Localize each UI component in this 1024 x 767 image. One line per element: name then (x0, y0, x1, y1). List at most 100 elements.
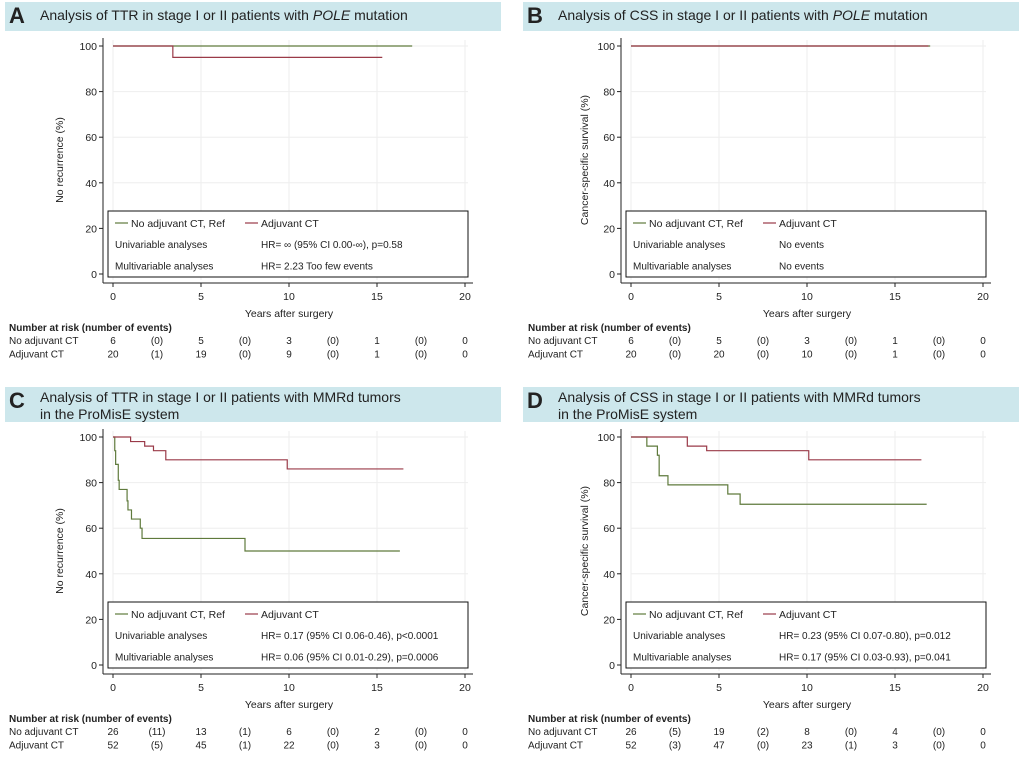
legend-analysis-label: Univariable analyses (115, 240, 207, 251)
risk-value: 0 (462, 740, 468, 751)
y-tick-label: 20 (85, 614, 97, 626)
y-tick-label: 80 (85, 478, 97, 490)
km-curve-adjuvant (113, 45, 383, 58)
title-tail: mutation (350, 7, 408, 23)
y-tick-label: 60 (603, 523, 615, 535)
legend-box (625, 601, 987, 669)
title-italic: POLE (833, 7, 871, 23)
legend-entry: No adjuvant CT, Ref (649, 609, 743, 621)
legend-analysis-label: Multivariable analyses (115, 262, 213, 273)
risk-row-label: No adjuvant CT (9, 727, 78, 738)
risk-value: (2) (757, 727, 769, 738)
legend-hr-value: HR= 0.17 (95% CI 0.03-0.93), p=0.041 (779, 653, 951, 664)
panel-title: Analysis of TTR in stage I or II patient… (40, 7, 408, 23)
x-tick-label: 0 (110, 291, 116, 303)
title-text: Analysis of CSS in stage I or II patient… (558, 7, 833, 23)
risk-value: 6 (286, 727, 292, 738)
risk-value: 0 (462, 727, 468, 738)
x-tick-label: 0 (628, 291, 634, 303)
y-axis-label: No recurrence (%) (54, 508, 66, 594)
y-tick-label: 100 (597, 41, 615, 53)
legend-box (625, 210, 987, 278)
legend-analysis-label: Multivariable analyses (633, 262, 731, 273)
x-tick-label: 0 (628, 682, 634, 694)
risk-table-header: Number at risk (number of events) (528, 714, 691, 725)
legend-entry: Adjuvant CT (261, 609, 319, 621)
y-tick-label: 0 (609, 269, 615, 281)
risk-value: (0) (757, 740, 769, 751)
panel-c: C Analysis of TTR in stage I or II patien… (5, 387, 501, 751)
x-tick-label: 20 (459, 291, 471, 303)
risk-value: 0 (980, 740, 986, 751)
risk-value: (5) (669, 727, 681, 738)
panel-letter: B (527, 3, 543, 28)
risk-table: Number at risk (number of events) No adju… (528, 714, 986, 751)
x-tick-label: 15 (371, 291, 383, 303)
title-bar (5, 387, 501, 422)
risk-value: (0) (933, 349, 945, 360)
y-tick-label: 100 (597, 432, 615, 444)
risk-value: 3 (892, 740, 898, 751)
km-curve-no-adjuvant (113, 436, 400, 552)
x-tick-label: 0 (110, 682, 116, 694)
risk-table: Number at risk (number of events) No adju… (528, 323, 986, 360)
x-tick-label: 20 (459, 682, 471, 694)
legend-analysis-label: Univariable analyses (115, 631, 207, 642)
x-tick-label: 20 (977, 291, 989, 303)
y-axis-label: Cancer-specific survival (%) (579, 486, 591, 616)
risk-value: 22 (283, 740, 295, 751)
legend-entry: No adjuvant CT, Ref (649, 218, 743, 230)
risk-value: (1) (239, 727, 251, 738)
x-tick-label: 15 (889, 682, 901, 694)
legend-entry: Adjuvant CT (779, 218, 837, 230)
legend-hr-value: HR= ∞ (95% CI 0.00-∞), p=0.58 (261, 240, 403, 251)
risk-value: (0) (415, 336, 427, 347)
y-tick-label: 60 (603, 132, 615, 144)
legend-hr-value: HR= 0.17 (95% CI 0.06-0.46), p<0.0001 (261, 631, 439, 642)
x-tick-label: 10 (283, 291, 295, 303)
risk-value: (0) (757, 349, 769, 360)
risk-value: 0 (980, 349, 986, 360)
risk-value: (0) (327, 727, 339, 738)
y-tick-label: 40 (85, 569, 97, 581)
risk-value: (0) (669, 349, 681, 360)
risk-value: 47 (713, 740, 725, 751)
y-tick-label: 60 (85, 523, 97, 535)
risk-value: (5) (151, 740, 163, 751)
panel-title: Analysis of CSS in stage I or II patient… (558, 389, 921, 405)
risk-table-header: Number at risk (number of events) (528, 323, 691, 334)
risk-value: 45 (195, 740, 207, 751)
risk-value: (0) (933, 336, 945, 347)
risk-value: 26 (107, 727, 119, 738)
x-tick-label: 5 (198, 291, 204, 303)
panel-title: Analysis of CSS in stage I or II patient… (558, 7, 928, 23)
legend-analysis-label: Multivariable analyses (115, 653, 213, 664)
x-axis-label: Years after surgery (763, 699, 852, 711)
title-text: Analysis of CSS in stage I or II patient… (558, 389, 921, 405)
x-tick-label: 15 (889, 291, 901, 303)
x-axis-label: Years after surgery (763, 308, 852, 320)
y-tick-label: 0 (91, 660, 97, 672)
legend-analysis-label: Univariable analyses (633, 631, 725, 642)
risk-value: 3 (374, 740, 380, 751)
risk-value: 6 (628, 336, 634, 347)
y-axis-label: Cancer-specific survival (%) (579, 95, 591, 225)
panel-b: B Analysis of CSS in stage I or II patien… (523, 2, 1019, 360)
legend-box (107, 210, 469, 278)
panel-a: A Analysis of TTR in stage I or II patien… (5, 2, 501, 360)
y-axis-label: No recurrence (%) (54, 117, 66, 203)
title-italic: POLE (313, 7, 351, 23)
risk-value: 20 (625, 349, 637, 360)
risk-value: (0) (415, 740, 427, 751)
risk-value: (3) (669, 740, 681, 751)
x-tick-label: 10 (283, 682, 295, 694)
risk-value: 9 (286, 349, 292, 360)
legend-entry: No adjuvant CT, Ref (131, 218, 225, 230)
risk-table-header: Number at risk (number of events) (9, 714, 172, 725)
risk-value: (0) (669, 336, 681, 347)
risk-value: 1 (892, 349, 898, 360)
risk-value: 8 (804, 727, 810, 738)
risk-value: (0) (933, 727, 945, 738)
y-tick-label: 20 (603, 614, 615, 626)
